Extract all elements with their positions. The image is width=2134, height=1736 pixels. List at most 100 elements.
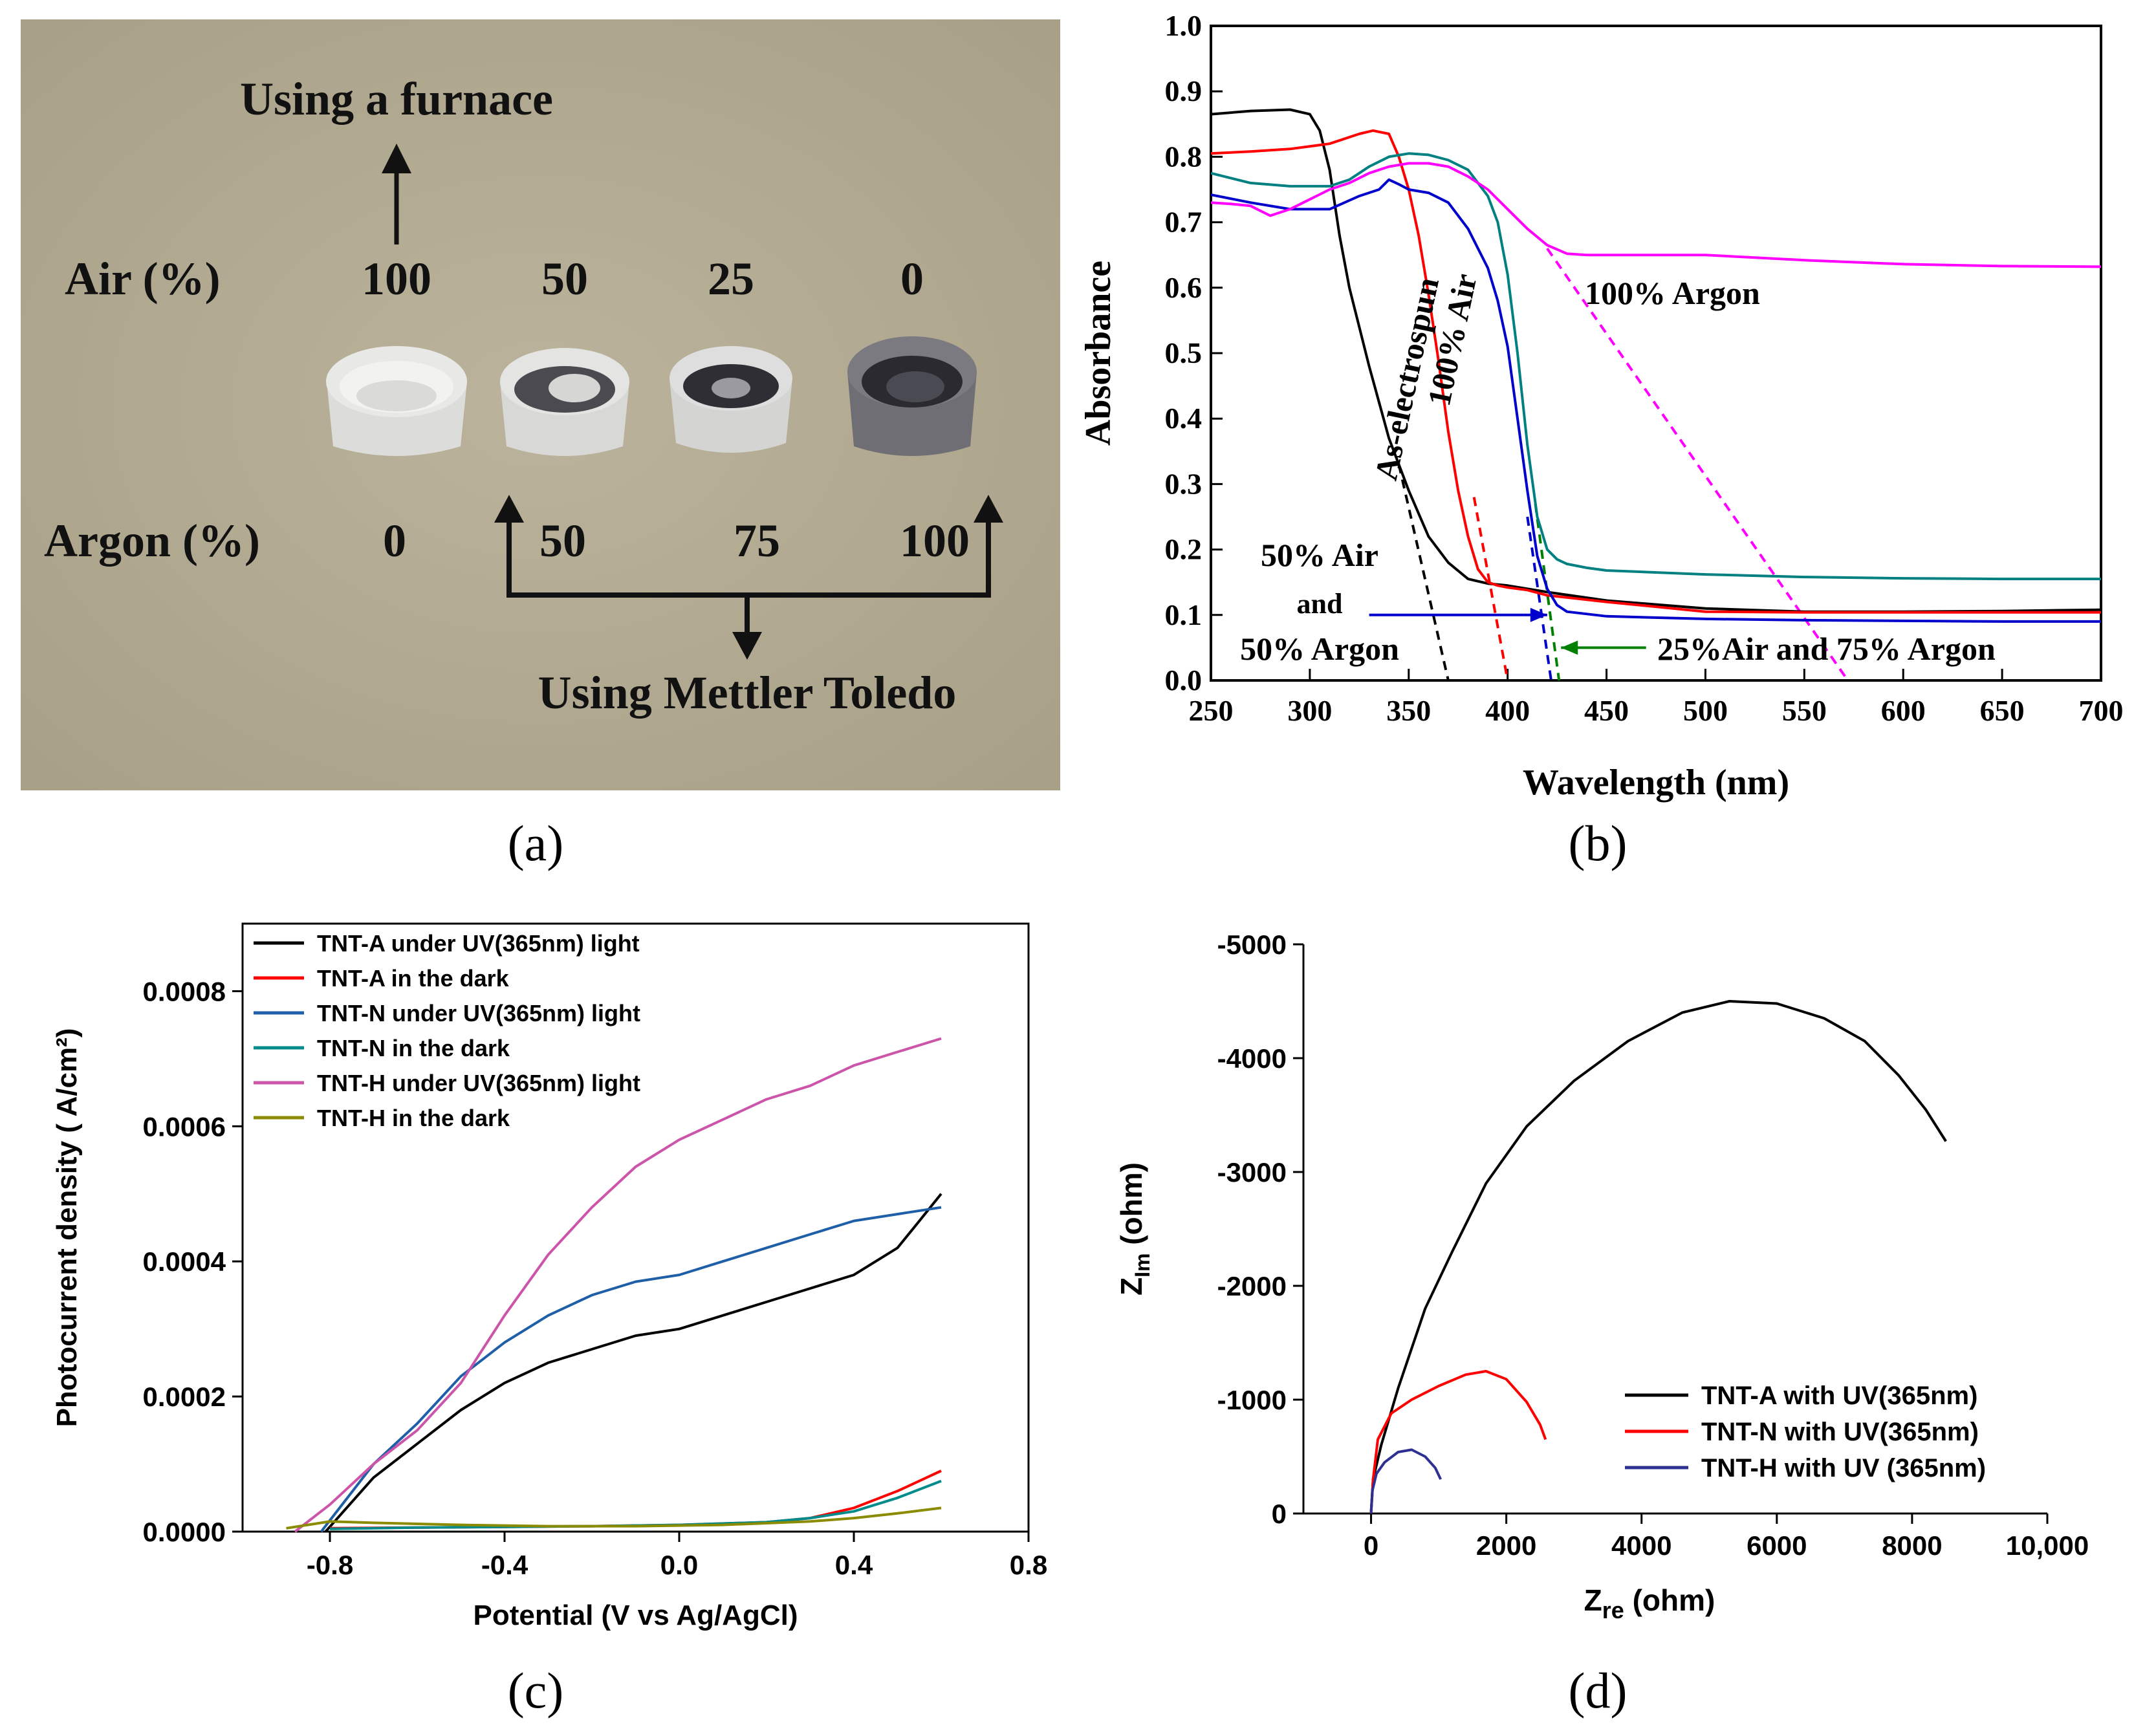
annotation-arrowhead-icon xyxy=(1530,607,1547,622)
tangent-line xyxy=(1546,247,1849,682)
air-value-100: 100 xyxy=(362,253,431,305)
annotation-50-air: 50% Air xyxy=(1261,537,1378,573)
legend-label: TNT-N under UV(365nm) light xyxy=(317,1000,640,1026)
y-tick-label: 1.0 xyxy=(1165,9,1203,42)
y-tick-label: 0.4 xyxy=(1165,402,1203,435)
legend-label: TNT-N in the dark xyxy=(317,1035,510,1061)
crucible-25-air xyxy=(670,346,792,453)
series-line-5 xyxy=(294,1037,942,1533)
crucible-100-air xyxy=(326,346,467,456)
annotation-and: and xyxy=(1297,588,1343,620)
y-tick-label: 0.7 xyxy=(1165,206,1203,239)
x-tick-label: 0 xyxy=(1364,1530,1378,1561)
x-tick-label: 0.8 xyxy=(1010,1550,1047,1580)
x-tick-label: 10,000 xyxy=(2006,1530,2089,1561)
x-tick-label: 0.4 xyxy=(835,1550,873,1580)
series-line-3 xyxy=(320,1206,942,1533)
y-axis-title-main: Z xyxy=(1115,1277,1148,1296)
bracket-arrow-left-up-icon xyxy=(494,495,524,523)
annotation-25-air-75-argon: 25%Air and 75% Argon xyxy=(1657,631,1996,667)
x-tick-label: 300 xyxy=(1287,694,1332,727)
x-tick-label: 350 xyxy=(1386,694,1431,727)
series-line-4 xyxy=(1210,152,2101,581)
x-axis-title-sub: re xyxy=(1602,1597,1624,1623)
series-line-2 xyxy=(1210,129,2101,614)
series-line-6 xyxy=(286,1506,942,1530)
y-axis-title-unit: (ohm) xyxy=(1115,1162,1148,1253)
air-value-50: 50 xyxy=(541,253,588,305)
arrow-up-to-furnace-icon xyxy=(382,144,411,244)
series-line-3 xyxy=(1369,1448,1443,1514)
x-tick-label: 500 xyxy=(1683,694,1728,727)
series-line-1 xyxy=(324,1193,942,1533)
photo-label-mettler: Using Mettler Toledo xyxy=(538,667,957,719)
legend-label: TNT-H under UV(365nm) light xyxy=(317,1070,640,1096)
x-tick-label: 6000 xyxy=(1747,1530,1807,1561)
air-percent-label: Air (%) xyxy=(65,253,221,305)
annotation-arrowhead-icon xyxy=(1561,640,1578,655)
y-tick-label: 0.3 xyxy=(1165,467,1203,500)
y-tick-label: 0.0 xyxy=(1165,664,1203,697)
x-axis-title-unit: (ohm) xyxy=(1624,1583,1715,1617)
series-line-1 xyxy=(1369,1000,1947,1514)
tangent-line xyxy=(1397,464,1450,681)
legend-label: TNT-H in the dark xyxy=(317,1105,510,1131)
panel-label-a: (a) xyxy=(508,815,564,871)
chart-d: 0 2000 4000 6000 8000 10,000 0 -1000 -2000 -3000 -… xyxy=(1115,929,2089,1623)
bracket-arrows-icon xyxy=(506,517,991,637)
y-tick-label: 0.9 xyxy=(1165,74,1203,107)
x-axis-title-main: Z xyxy=(1584,1583,1602,1617)
series-line-3 xyxy=(1210,178,2101,623)
legend-label: TNT-A under UV(365nm) light xyxy=(317,930,640,957)
y-tick-label: 0.8 xyxy=(1165,140,1203,173)
crucible-0-air xyxy=(847,336,977,456)
y-tick-label: 0.6 xyxy=(1165,271,1203,304)
photo-title-furnace: Using a furnace xyxy=(240,73,553,125)
y-tick-label: 0.0002 xyxy=(143,1382,226,1412)
y-tick-label: 0.0000 xyxy=(143,1517,226,1547)
legend-label: TNT-A in the dark xyxy=(317,965,510,992)
panel-a-photo: Using a furnace Air (%) 100 50 25 0 xyxy=(21,19,1060,790)
bracket-arrow-down-icon xyxy=(732,632,762,660)
annotation-50-argon: 50% Argon xyxy=(1240,631,1399,667)
y-tick-label: 0.0004 xyxy=(143,1246,226,1277)
y-tick-label: -2000 xyxy=(1217,1271,1287,1301)
series-line-1 xyxy=(1210,108,2102,613)
crucible-50-air xyxy=(500,348,629,456)
y-axis-title: Photocurrent density ( A/cm²) xyxy=(51,1028,83,1427)
x-tick-label: 700 xyxy=(2079,694,2124,727)
argon-value-75: 75 xyxy=(734,515,780,567)
x-tick-label: 650 xyxy=(1980,694,2025,727)
chart-b: 250 300 350 400 450 500 550 600 650 700 0.0 0.1 0.2 0… xyxy=(1078,9,2124,803)
x-tick-label: 600 xyxy=(1881,694,1926,727)
legend-label: TNT-N with UV(365nm) xyxy=(1701,1418,1979,1446)
y-tick-label: -1000 xyxy=(1217,1385,1287,1415)
chart-c-frame xyxy=(241,922,1030,1533)
x-tick-label: 8000 xyxy=(1882,1530,1942,1561)
panel-label-d: (d) xyxy=(1569,1662,1628,1719)
y-axis-title-sub: Im xyxy=(1131,1253,1154,1277)
y-tick-label: 0.5 xyxy=(1165,336,1203,369)
legend-label: TNT-A with UV(365nm) xyxy=(1701,1382,1977,1410)
y-tick-label: 0 xyxy=(1272,1499,1287,1529)
x-tick-label: 250 xyxy=(1189,694,1234,727)
argon-percent-label: Argon (%) xyxy=(44,515,260,567)
panel-label-b: (b) xyxy=(1569,815,1628,871)
x-tick-label: 4000 xyxy=(1611,1530,1671,1561)
y-tick-label: -4000 xyxy=(1217,1043,1287,1074)
series-line-4 xyxy=(329,1479,942,1530)
tangent-line xyxy=(1534,503,1561,681)
y-tick-label: 0.1 xyxy=(1165,598,1203,631)
x-tick-label: 400 xyxy=(1485,694,1530,727)
y-tick-label: 0.0008 xyxy=(143,976,226,1006)
tangent-line xyxy=(1526,516,1552,681)
x-tick-label: -0.4 xyxy=(481,1550,528,1580)
bracket-arrow-right-up-icon xyxy=(974,495,1003,523)
chart-c: -0.8 -0.4 0.0 0.4 0.8 0.0000 0.0002 0.0004 0.000… xyxy=(51,922,1047,1631)
x-tick-label: 450 xyxy=(1584,694,1629,727)
x-tick-label: 0.0 xyxy=(660,1550,698,1580)
air-value-0: 0 xyxy=(900,253,924,305)
y-tick-label: 0.2 xyxy=(1165,533,1203,566)
series-line-2 xyxy=(1369,1370,1547,1514)
